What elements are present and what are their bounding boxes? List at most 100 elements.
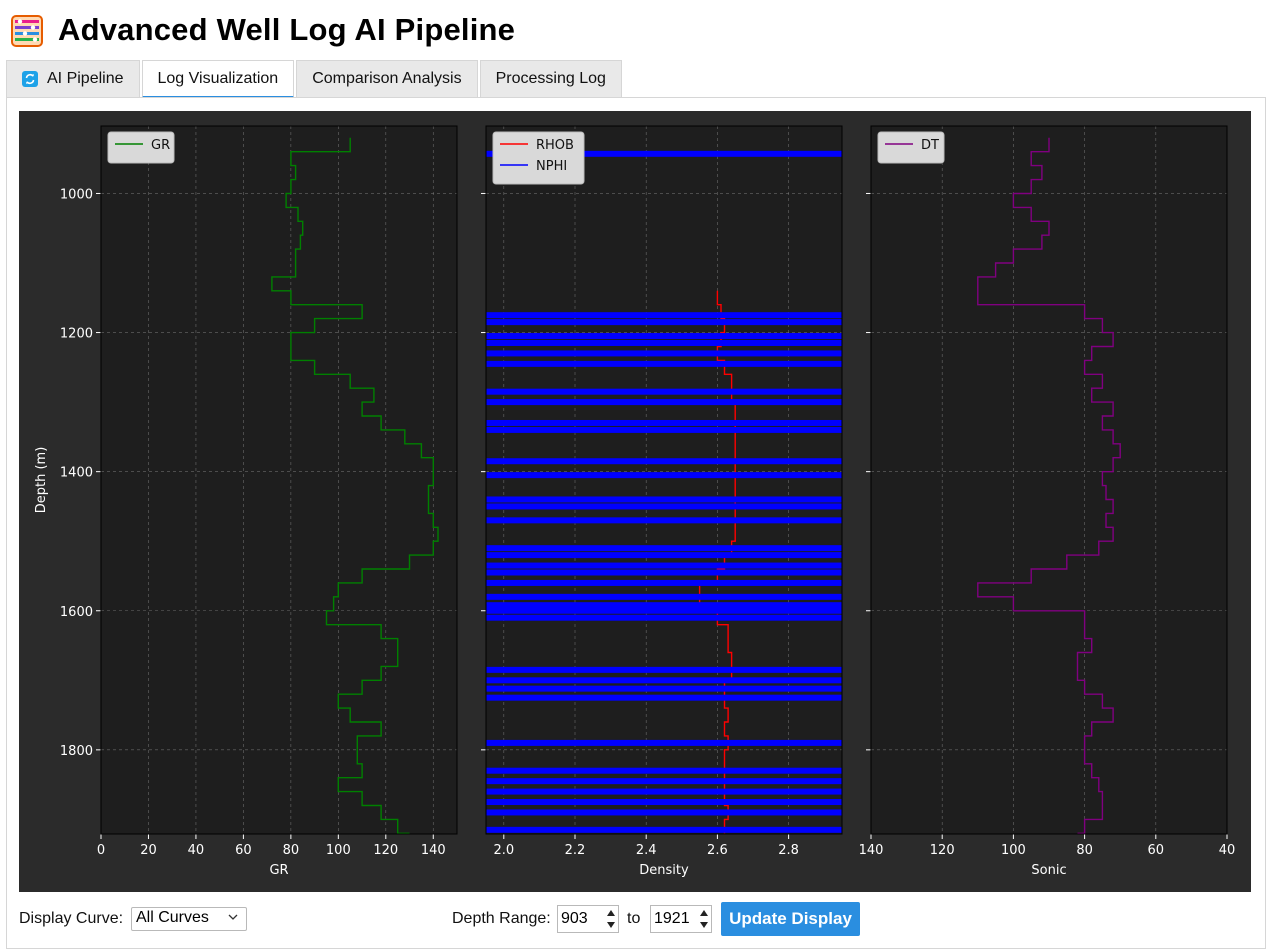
nphi-band bbox=[486, 399, 842, 406]
x-tick-label: 80 bbox=[1076, 843, 1093, 858]
series-dt-line bbox=[977, 137, 1121, 834]
nphi-band bbox=[486, 458, 842, 465]
spin-arrows-icon[interactable] bbox=[698, 907, 710, 931]
legend-box bbox=[877, 131, 945, 164]
nphi-band bbox=[486, 312, 842, 319]
x-tick-label: 40 bbox=[188, 843, 205, 858]
nphi-band bbox=[486, 799, 842, 806]
legend-label: NPHI bbox=[536, 159, 567, 174]
nphi-band bbox=[486, 333, 842, 340]
axes-0 bbox=[100, 125, 458, 835]
nphi-band bbox=[486, 778, 842, 785]
x-axis-label: Sonic bbox=[1031, 863, 1066, 878]
y-tick-label: 1400 bbox=[60, 466, 93, 481]
spin-arrows-icon[interactable] bbox=[605, 907, 617, 931]
tab-label: Processing Log bbox=[495, 70, 606, 87]
nphi-band bbox=[486, 503, 842, 510]
y-tick-label: 1600 bbox=[60, 605, 93, 620]
abacus-icon bbox=[11, 15, 43, 47]
nphi-band bbox=[486, 694, 842, 701]
legend-label: DT bbox=[921, 138, 939, 153]
x-tick-label: 20 bbox=[140, 843, 157, 858]
well-log-figure: 0 20 40 60 80 100 120 140 1000 1200 1400 1600 1800 GR… bbox=[19, 111, 1251, 892]
x-tick-label: 120 bbox=[930, 843, 955, 858]
tab-label: Log Visualization bbox=[157, 69, 279, 87]
tab-log-visualization[interactable]: Log Visualization bbox=[141, 60, 295, 98]
x-tick-label: 120 bbox=[373, 843, 398, 858]
x-axis-label: GR bbox=[269, 863, 288, 878]
x-tick-label: 2.2 bbox=[565, 843, 586, 858]
x-tick-label: 2.4 bbox=[636, 843, 657, 858]
y-tick-label: 1000 bbox=[60, 187, 93, 202]
x-tick-label: 60 bbox=[235, 843, 252, 858]
nphi-band bbox=[486, 350, 842, 357]
nphi-band bbox=[486, 677, 842, 684]
display-curve-label: Display Curve: bbox=[19, 910, 124, 927]
nphi-band bbox=[486, 685, 842, 692]
nphi-band bbox=[486, 517, 842, 524]
x-tick-label: 2.0 bbox=[493, 843, 514, 858]
nphi-band bbox=[486, 552, 842, 559]
tab-processing-log[interactable]: Processing Log bbox=[479, 60, 622, 97]
axes-2 bbox=[870, 125, 1228, 835]
nphi-band bbox=[486, 419, 842, 426]
legend-box bbox=[492, 131, 585, 185]
nphi-band bbox=[486, 607, 842, 614]
nphi-band bbox=[486, 562, 842, 569]
title-bar: Advanced Well Log AI Pipeline bbox=[0, 0, 1278, 60]
x-tick-label: 100 bbox=[1001, 843, 1026, 858]
app-title: Advanced Well Log AI Pipeline bbox=[58, 12, 516, 47]
depth-to-spinbox[interactable]: 1921 bbox=[650, 905, 712, 933]
depth-to-label: to bbox=[627, 910, 641, 927]
controls-bar: Display Curve: All Curves Depth Range: 9… bbox=[0, 900, 1278, 940]
display-curve-select[interactable]: All Curves bbox=[131, 907, 247, 931]
x-tick-label: 2.8 bbox=[778, 843, 799, 858]
nphi-band bbox=[486, 666, 842, 673]
depth-from-value: 903 bbox=[561, 910, 588, 927]
nphi-band bbox=[486, 826, 842, 833]
y-tick-label: 1800 bbox=[60, 744, 93, 759]
update-display-button[interactable]: Update Display bbox=[721, 902, 860, 936]
nphi-band bbox=[486, 788, 842, 795]
nphi-band bbox=[486, 339, 842, 346]
tab-ai-pipeline[interactable]: AI Pipeline bbox=[6, 60, 140, 97]
depth-to-value: 1921 bbox=[654, 910, 690, 927]
x-tick-label: 100 bbox=[326, 843, 351, 858]
nphi-band bbox=[486, 496, 842, 503]
x-tick-label: 60 bbox=[1148, 843, 1165, 858]
nphi-band bbox=[486, 569, 842, 576]
x-tick-label: 40 bbox=[1219, 843, 1236, 858]
series-rhob-line bbox=[698, 290, 736, 834]
tab-bar: AI Pipeline Log Visualization Comparison… bbox=[6, 60, 624, 98]
axes-frame bbox=[870, 125, 1228, 835]
display-curve-value: All Curves bbox=[136, 909, 209, 926]
tab-label: AI Pipeline bbox=[47, 70, 124, 87]
nphi-band bbox=[486, 593, 842, 600]
nphi-band bbox=[486, 426, 842, 433]
axes-frame bbox=[485, 125, 843, 835]
nphi-band bbox=[486, 150, 842, 157]
x-tick-label: 0 bbox=[97, 843, 105, 858]
x-tick-label: 140 bbox=[859, 843, 884, 858]
nphi-band bbox=[486, 388, 842, 395]
nphi-band bbox=[486, 360, 842, 367]
legend-box bbox=[107, 131, 175, 164]
y-tick-label: 1200 bbox=[60, 327, 93, 342]
x-tick-label: 140 bbox=[421, 843, 446, 858]
axes-frame bbox=[100, 125, 458, 835]
series-gr-line bbox=[271, 137, 439, 834]
tab-comparison-analysis[interactable]: Comparison Analysis bbox=[296, 60, 478, 97]
nphi-band bbox=[486, 472, 842, 479]
nphi-band bbox=[486, 579, 842, 586]
x-tick-label: 80 bbox=[283, 843, 300, 858]
nphi-band bbox=[486, 545, 842, 552]
depth-range-label: Depth Range: bbox=[452, 910, 551, 927]
legend-label: GR bbox=[151, 138, 170, 153]
nphi-band bbox=[486, 319, 842, 326]
x-axis-label: Density bbox=[639, 863, 689, 878]
tab-label: Comparison Analysis bbox=[312, 70, 462, 87]
depth-from-spinbox[interactable]: 903 bbox=[557, 905, 619, 933]
nphi-band bbox=[486, 602, 842, 609]
y-axis-label: Depth (m) bbox=[34, 447, 49, 514]
nphi-band bbox=[486, 767, 842, 774]
